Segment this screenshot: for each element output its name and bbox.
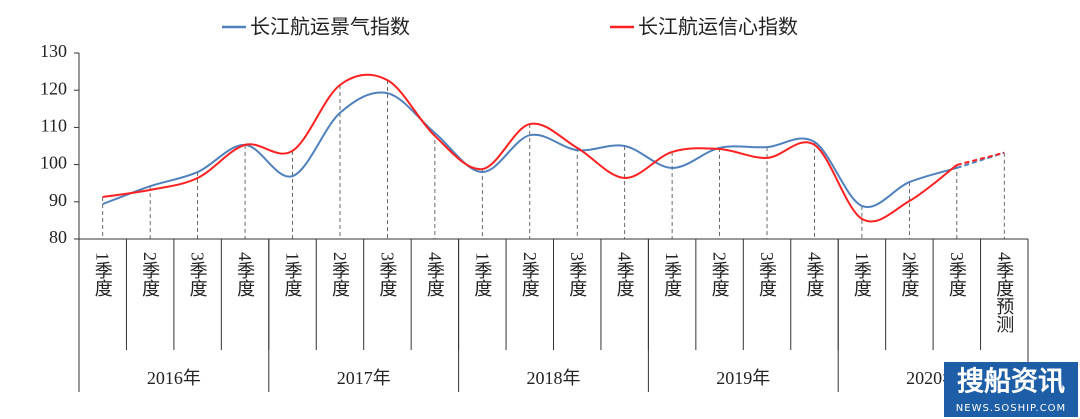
y-tick-label: 110 xyxy=(41,116,67,136)
x-tick-label: 4季度 xyxy=(235,252,255,297)
x-tick-label: 2季度 xyxy=(899,252,919,297)
y-tick-label: 90 xyxy=(49,190,67,210)
watermark-title: 搜船资讯 xyxy=(957,366,1065,398)
x-tick-label: 4季度 xyxy=(804,252,824,297)
y-tick-label: 80 xyxy=(49,227,67,247)
x-tick-label: 1季度 xyxy=(662,252,682,297)
x-tick-label: 3季度 xyxy=(377,252,397,297)
x-tick-label: 3季度 xyxy=(188,252,208,297)
forecast-line xyxy=(956,151,1005,169)
x-group-label: 2017年 xyxy=(337,368,391,388)
watermark: 搜船资讯 NEWS.SOSHIP.COM xyxy=(944,362,1078,417)
x-group-label: 2018年 xyxy=(527,368,581,388)
watermark-box xyxy=(944,362,1078,417)
x-tick-label: 1季度 xyxy=(93,252,113,297)
forecast-line xyxy=(956,151,1005,166)
x-group-label: 2016年 xyxy=(147,368,201,388)
legend-label: 长江航运景气指数 xyxy=(250,15,410,39)
x-tick-label: 2季度 xyxy=(520,252,540,297)
y-tick-label: 100 xyxy=(40,153,67,173)
x-tick-label: 3季度 xyxy=(947,252,967,297)
x-tick-label: 2季度 xyxy=(710,252,730,297)
y-tick-label: 120 xyxy=(40,78,67,98)
x-tick-label: 3季度 xyxy=(757,252,777,297)
x-tick-label: 4季度 xyxy=(425,252,445,297)
x-tick-label: 2季度 xyxy=(140,252,160,297)
x-tick-label: 4季度预测 xyxy=(994,252,1014,334)
legend-label: 长江航运信心指数 xyxy=(638,15,798,39)
watermark-url: NEWS.SOSHIP.COM xyxy=(956,403,1066,414)
x-tick-label: 3季度 xyxy=(567,252,587,297)
x-tick-label: 1季度 xyxy=(852,252,872,297)
y-tick-label: 130 xyxy=(40,41,67,61)
x-tick-label: 4季度 xyxy=(615,252,635,297)
x-group-label: 2019年 xyxy=(716,368,770,388)
x-tick-label: 1季度 xyxy=(472,252,492,297)
x-tick-label: 2季度 xyxy=(330,252,350,297)
x-tick-label: 1季度 xyxy=(283,252,303,297)
series-line xyxy=(102,73,958,223)
